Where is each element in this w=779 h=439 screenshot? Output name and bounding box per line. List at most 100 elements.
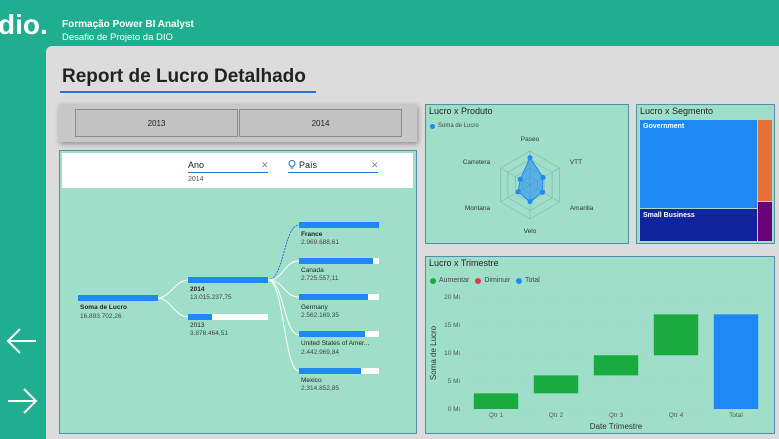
title-underline (60, 91, 316, 93)
country-canada-value: 2.725.557,11 (301, 275, 339, 282)
waterfall-bar (473, 393, 519, 409)
waterfall-ytick-label: 20 Mi (444, 294, 460, 301)
treemap-cell-orange[interactable] (758, 120, 772, 201)
filter-bar: Ano ✕ 2014 País ✕ (62, 153, 413, 188)
treemap-cell-purple[interactable] (758, 202, 772, 241)
country-canada-bar[interactable] (299, 258, 379, 264)
legend-total-dot (516, 277, 523, 284)
country-mexico-label: Mexico (301, 377, 322, 384)
waterfall-xlabel: Date Trimestre (590, 422, 643, 431)
arrow-left-icon[interactable] (4, 323, 40, 359)
waterfall-bar (593, 355, 639, 376)
year-option-2014[interactable]: 2014 (239, 109, 402, 137)
produto-legend: Soma de Lucro (430, 123, 479, 129)
legend-dot (430, 123, 435, 129)
waterfall-ytick-label: 15 Mi (444, 322, 460, 329)
waterfall-xtick-label: Qtr 4 (669, 412, 684, 419)
treemap-cell-government[interactable]: Government (640, 120, 757, 208)
filter-ano-label: Ano (188, 160, 205, 170)
radar-category-label: Carretera (463, 159, 491, 166)
radar-category-label: Amarilla (570, 205, 594, 212)
country-usa-bar-fill (299, 331, 365, 337)
country-germany-label: Germany (301, 304, 328, 311)
header-title: Formação Power BI Analyst (62, 19, 194, 30)
year-option-2013[interactable]: 2013 (75, 109, 238, 137)
country-mexico-value: 2.314.852,85 (301, 385, 339, 392)
waterfall-ytick-label: 0 Mi (448, 406, 460, 413)
country-france-bar[interactable] (299, 222, 379, 228)
year-2013-label: 2013 (190, 322, 205, 329)
segmento-title: Lucro x Segmento (640, 106, 714, 116)
filter-pais-remove-icon[interactable]: ✕ (371, 160, 379, 170)
year-slicer: 2013 2014 (59, 104, 417, 142)
radar-point (527, 155, 533, 161)
radar-point (539, 189, 545, 195)
waterfall-bar (653, 314, 699, 356)
country-usa-label: United States of Amer... (301, 340, 370, 347)
arrow-right-icon[interactable] (4, 383, 40, 419)
filter-ano-underline (188, 172, 268, 173)
dio-logo: dio. (0, 9, 48, 40)
country-france-value: 2.969.688,61 (301, 239, 339, 246)
country-mexico-bar-fill (299, 368, 362, 374)
year-2014-label: 2014 (190, 286, 205, 293)
year-2014-bar[interactable] (188, 277, 268, 283)
lucro-trimestre-panel: Lucro x Trimestre Aumentar Diminuir Tota… (425, 256, 775, 434)
radar-point (540, 174, 546, 180)
waterfall-xtick-label: Qtr 1 (489, 412, 504, 419)
treemap-label-small-business: Small Business (643, 212, 695, 219)
year-2014-bar-fill (188, 277, 268, 283)
radar-category-label: Velo (524, 228, 537, 235)
treemap-cell-small-business[interactable]: Small Business (640, 209, 757, 241)
waterfall-ytick-label: 10 Mi (444, 350, 460, 357)
waterfall-xtick-label: Qtr 2 (549, 412, 564, 419)
year-2014-value: 13.015.237,75 (190, 294, 232, 301)
lucro-segmento-panel: Lucro x Segmento Government Small Busine… (636, 104, 775, 244)
country-canada-bar-fill (299, 258, 373, 264)
legend-diminuir-dot (475, 277, 482, 284)
waterfall-bar (713, 314, 759, 409)
filter-ano-remove-icon[interactable]: ✕ (261, 160, 269, 170)
root-bar[interactable] (78, 295, 158, 301)
legend-diminuir: Diminuir (484, 277, 511, 284)
app-header: dio. Formação Power BI Analyst Desafio d… (0, 0, 779, 46)
legend-aumentar-dot (430, 277, 436, 284)
lightbulb-icon (288, 160, 296, 169)
logo-text: dio. (0, 9, 48, 40)
country-germany-bar-fill (299, 294, 368, 300)
country-mexico-bar[interactable] (299, 368, 379, 374)
filter-ano-value: 2014 (188, 176, 204, 183)
root-value: 16.893.702,26 (80, 313, 122, 320)
filter-pais-underline (288, 172, 378, 173)
country-germany-bar[interactable] (299, 294, 379, 300)
decomposition-tree (59, 150, 417, 434)
waterfall-ytick-label: 5 Mi (448, 378, 460, 385)
country-canada-label: Canada (301, 267, 324, 274)
produto-title: Lucro x Produto (429, 106, 493, 116)
waterfall-xtick-label: Total (729, 412, 743, 419)
waterfall-ylabel: Soma de Lucro (429, 325, 438, 380)
year-2013-bar-fill (188, 314, 212, 320)
root-label: Soma de Lucro (80, 304, 127, 311)
sidebar (0, 46, 46, 439)
radar-chart: Paseo VTT Amarilla Velo Montana Carretera (463, 136, 594, 235)
waterfall-chart: 0 Mi 5 Mi 10 Mi 15 Mi 20 Mi Qtr 1 Qtr 2 Qtr 3 Qt… (429, 294, 766, 431)
radar-category-label: Paseo (521, 136, 540, 143)
year-2013-value: 3.878.464,51 (190, 330, 228, 337)
country-germany-value: 2.562.169,35 (301, 312, 339, 319)
treemap-label-government: Government (643, 123, 685, 130)
radar-point (517, 176, 523, 182)
waterfall-xtick-label: Qtr 3 (609, 412, 624, 419)
country-usa-value: 2.442.969,84 (301, 349, 339, 356)
year-2013-bar[interactable] (188, 314, 268, 320)
report-title: Report de Lucro Detalhado (62, 66, 306, 87)
radar-category-label: Montana (465, 205, 491, 212)
country-france-label: France (301, 231, 323, 238)
decomposition-connectors (156, 224, 300, 372)
radar-category-label: VTT (570, 159, 582, 166)
radar-point (515, 189, 521, 195)
legend-aumentar: Aumentar (439, 277, 470, 284)
country-france-bar-fill (299, 222, 379, 228)
header-subtitle: Desafio de Projeto da DIO (62, 32, 173, 43)
country-usa-bar[interactable] (299, 331, 379, 337)
